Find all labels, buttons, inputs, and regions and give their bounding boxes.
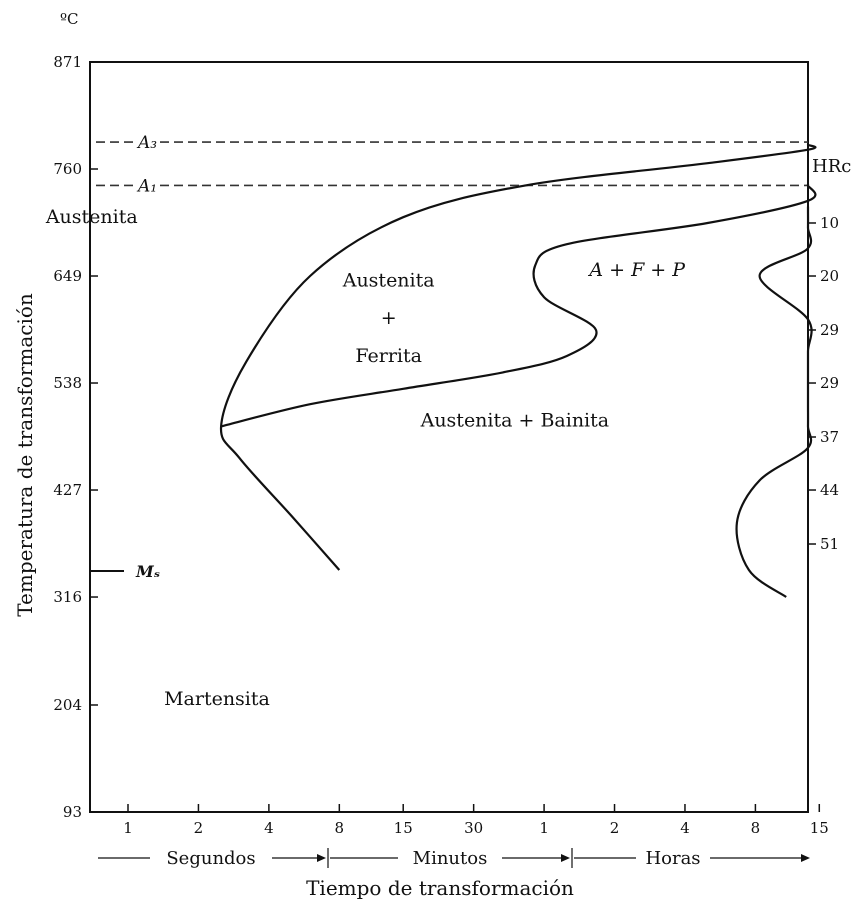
- hrc-label: HRc: [812, 156, 851, 177]
- y-axis: 871 760 649 538 427 316 204 93: [53, 53, 98, 821]
- y-tick-label: 93: [63, 803, 82, 821]
- x-tick-label: 15: [810, 819, 829, 837]
- time-unit-minutos: Minutos: [413, 848, 488, 869]
- curve-2: [735, 206, 813, 598]
- x-tick-label: 1: [123, 819, 133, 837]
- hrc-tick-label: 10: [820, 214, 839, 232]
- y-unit-label: ºC: [60, 10, 79, 28]
- region-label: Austenita: [45, 206, 138, 228]
- region-label: Austenita + Bainita: [420, 409, 610, 431]
- x-tick-label: 2: [194, 819, 204, 837]
- y-tick-label: 204: [53, 696, 82, 714]
- hrc-tick-label: 37: [820, 428, 839, 446]
- x-tick-label: 8: [335, 819, 345, 837]
- y-tick-label: 316: [53, 588, 82, 606]
- hrc-tick-label: 20: [820, 267, 839, 285]
- time-unit-horas: Horas: [645, 848, 700, 869]
- x-axis: 1248153012481530124815: [123, 804, 829, 837]
- transformation-curves: [219, 143, 817, 598]
- minutos-arrowhead: [561, 854, 570, 862]
- hrc-scale: HRc 10 20 29 29 37 44 51: [808, 156, 851, 553]
- y-tick-label: 871: [53, 53, 82, 71]
- x-tick-label: 4: [264, 819, 274, 837]
- ms-label: Mₛ: [135, 562, 160, 581]
- ref-line-label: A₁: [136, 176, 157, 196]
- y-axis-title: Temperatura de transformación: [13, 293, 37, 617]
- hrc-tick-label: 51: [820, 535, 839, 553]
- x-tick-label: 1: [539, 819, 549, 837]
- reference-lines: A₃ A₁ Mₛ: [90, 133, 808, 581]
- ref-line-label: A₃: [136, 133, 157, 153]
- hrc-tick-label: 44: [820, 481, 839, 499]
- region-label: A + F + P: [587, 259, 686, 281]
- curve-1: [220, 183, 817, 428]
- x-tick-label: 30: [464, 819, 483, 837]
- y-tick-label: 760: [53, 160, 82, 178]
- region-label: +: [381, 307, 397, 329]
- y-tick-label: 538: [53, 374, 82, 392]
- hrc-tick-label: 29: [820, 374, 839, 392]
- region-label: Austenita: [342, 270, 435, 292]
- region-label: Martensita: [164, 688, 270, 710]
- horas-arrowhead: [801, 854, 810, 862]
- x-tick-label: 15: [394, 819, 413, 837]
- x-tick-label: 2: [610, 819, 620, 837]
- curve-0: [219, 143, 817, 571]
- x-tick-label: 4: [680, 819, 690, 837]
- time-units: Segundos Minutos Horas: [98, 848, 810, 869]
- time-unit-segundos: Segundos: [166, 848, 255, 869]
- hrc-tick-label: 29: [820, 321, 839, 339]
- x-tick-label: 8: [751, 819, 761, 837]
- region-labels: Austenita Austenita + Ferrita A + F + P Auste…: [45, 206, 686, 710]
- region-label: Ferrita: [355, 345, 422, 367]
- y-tick-label: 427: [53, 481, 82, 499]
- x-axis-title: Tiempo de transformación: [306, 876, 574, 900]
- y-tick-label: 649: [53, 267, 82, 285]
- segundos-arrowhead: [317, 854, 326, 862]
